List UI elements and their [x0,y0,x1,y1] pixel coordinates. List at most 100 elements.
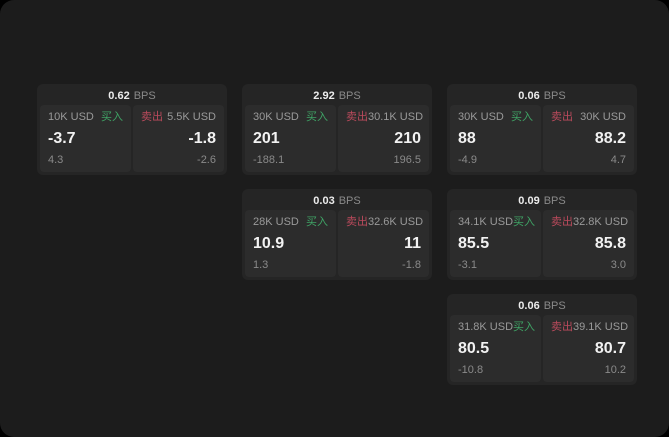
sell-amount: 5.5K USD [167,111,216,123]
bps-unit-label: BPS [338,195,361,207]
sell-price: 88.2 [594,130,626,147]
buy-panel-header: 30K USD 买入 [458,111,533,124]
buy-quote-panel[interactable]: 30K USD 买入 88 -4.9 [450,105,541,172]
buy-sub-value: 1.3 [253,259,269,271]
bps-unit-label: BPS [133,90,156,102]
buy-sell-panels: 30K USD 买入 88 -4.9 卖出 30K USD 88.2 4.7 [450,105,634,172]
sell-panel-header: 卖出 5.5K USD [141,111,216,124]
sell-amount: 32.6K USD [368,216,424,228]
bps-value: 0.62 [108,90,130,102]
sell-price: 11 [404,235,421,252]
sell-price: 85.8 [594,235,626,252]
buy-side-label: 买入 [306,216,328,228]
buy-side-label: 买入 [513,321,536,333]
buy-quote-panel[interactable]: 34.1K USD 买入 85.5 -3.1 [450,210,541,277]
bps-value: 0.06 [518,300,540,312]
bps-value: 0.09 [518,195,540,207]
sell-side-label: 卖出 [551,321,573,333]
buy-panel-header: 10K USD 买入 [48,111,123,124]
sell-side-label: 卖出 [346,111,368,123]
bps-value: 0.03 [313,195,335,207]
sell-panel-header: 卖出 32.6K USD [346,216,424,229]
buy-sub-value: -10.8 [458,364,484,376]
card-header: 0.03 BPS [245,192,429,210]
sell-price: 80.7 [594,340,626,357]
buy-price: 201 [253,130,280,147]
buy-amount: 30K USD [253,111,299,123]
buy-side-label: 买入 [306,111,328,123]
sell-price: -1.8 [188,130,216,147]
buy-side-label: 买入 [101,111,123,123]
bps-value: 2.92 [313,90,335,102]
buy-price: 85.5 [458,235,490,252]
sell-amount: 39.1K USD [573,321,629,333]
sell-quote-panel[interactable]: 卖出 30.1K USD 210 196.5 [338,105,429,172]
buy-panel-header: 31.8K USD 买入 [458,321,536,334]
quote-card: 0.09 BPS 34.1K USD 买入 85.5 -3.1 卖出 32.8K… [447,189,637,280]
bps-unit-label: BPS [543,300,566,312]
buy-amount: 31.8K USD [458,321,514,333]
buy-side-label: 买入 [511,111,533,123]
card-header: 0.06 BPS [450,297,634,315]
sell-amount: 32.8K USD [573,216,629,228]
sell-panel-header: 卖出 39.1K USD [551,321,629,334]
sell-sub-value: -1.8 [402,259,421,271]
sell-quote-panel[interactable]: 卖出 30K USD 88.2 4.7 [543,105,634,172]
sell-panel-header: 卖出 30K USD [551,111,626,124]
buy-amount: 28K USD [253,216,299,228]
card-header: 0.09 BPS [450,192,634,210]
buy-sell-panels: 34.1K USD 买入 85.5 -3.1 卖出 32.8K USD 85.8… [450,210,634,277]
sell-panel-header: 卖出 32.8K USD [551,216,629,229]
sell-quote-panel[interactable]: 卖出 32.8K USD 85.8 3.0 [543,210,634,277]
sell-sub-value: -2.6 [197,154,216,166]
buy-sub-value: -188.1 [253,154,285,166]
buy-panel-header: 30K USD 买入 [253,111,328,124]
buy-amount: 10K USD [48,111,94,123]
sell-sub-value: 4.7 [610,154,626,166]
buy-price: 88 [458,130,476,147]
buy-sub-value: -4.9 [458,154,477,166]
quote-cards-grid: 0.62 BPS 10K USD 买入 -3.7 4.3 卖出 5.5K USD… [37,84,637,385]
sell-sub-value: 196.5 [393,154,421,166]
buy-quote-panel[interactable]: 30K USD 买入 201 -188.1 [245,105,336,172]
quote-card: 0.06 BPS 30K USD 买入 88 -4.9 卖出 30K USD 8… [447,84,637,175]
buy-amount: 34.1K USD [458,216,514,228]
card-header: 2.92 BPS [245,87,429,105]
sell-quote-panel[interactable]: 卖出 39.1K USD 80.7 10.2 [543,315,634,382]
quote-card: 0.62 BPS 10K USD 买入 -3.7 4.3 卖出 5.5K USD… [37,84,227,175]
card-header: 0.06 BPS [450,87,634,105]
sell-panel-header: 卖出 30.1K USD [346,111,424,124]
buy-quote-panel[interactable]: 10K USD 买入 -3.7 4.3 [40,105,131,172]
sell-side-label: 卖出 [141,111,163,123]
buy-sub-value: -3.1 [458,259,477,271]
buy-side-label: 买入 [513,216,536,228]
buy-price: 10.9 [253,235,285,252]
sell-quote-panel[interactable]: 卖出 32.6K USD 11 -1.8 [338,210,429,277]
quote-card: 0.03 BPS 28K USD 买入 10.9 1.3 卖出 32.6K US… [242,189,432,280]
buy-price: -3.7 [48,130,76,147]
buy-price: 80.5 [458,340,490,357]
buy-sell-panels: 28K USD 买入 10.9 1.3 卖出 32.6K USD 11 -1.8 [245,210,429,277]
buy-amount: 30K USD [458,111,504,123]
sell-side-label: 卖出 [346,216,368,228]
buy-panel-header: 28K USD 买入 [253,216,328,229]
sell-side-label: 卖出 [551,216,573,228]
bps-unit-label: BPS [543,90,566,102]
buy-sell-panels: 30K USD 买入 201 -188.1 卖出 30.1K USD 210 1… [245,105,429,172]
buy-sell-panels: 31.8K USD 买入 80.5 -10.8 卖出 39.1K USD 80.… [450,315,634,382]
bps-value: 0.06 [518,90,540,102]
buy-panel-header: 34.1K USD 买入 [458,216,536,229]
sell-side-label: 卖出 [551,111,573,123]
quote-card: 0.06 BPS 31.8K USD 买入 80.5 -10.8 卖出 39.1… [447,294,637,385]
sell-amount: 30.1K USD [368,111,424,123]
buy-sub-value: 4.3 [48,154,64,166]
buy-quote-panel[interactable]: 31.8K USD 买入 80.5 -10.8 [450,315,541,382]
sell-amount: 30K USD [580,111,626,123]
bps-unit-label: BPS [338,90,361,102]
card-header: 0.62 BPS [40,87,224,105]
sell-sub-value: 3.0 [610,259,626,271]
buy-quote-panel[interactable]: 28K USD 买入 10.9 1.3 [245,210,336,277]
sell-quote-panel[interactable]: 卖出 5.5K USD -1.8 -2.6 [133,105,224,172]
buy-sell-panels: 10K USD 买入 -3.7 4.3 卖出 5.5K USD -1.8 -2.… [40,105,224,172]
